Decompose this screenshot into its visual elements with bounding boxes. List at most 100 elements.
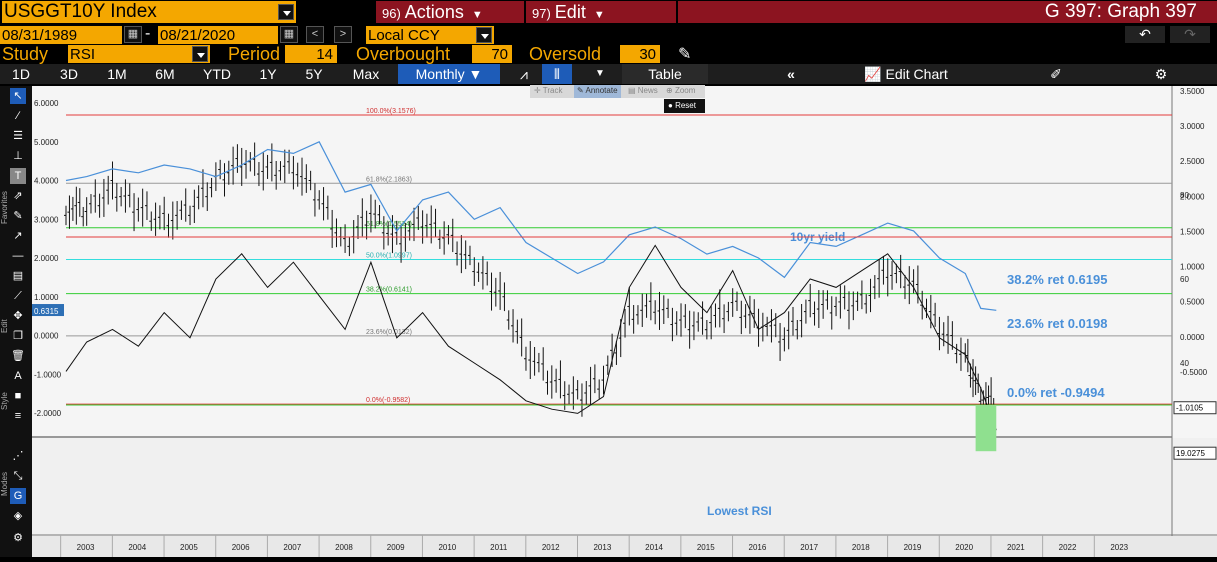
frequency-select[interactable]: Monthly ▼ xyxy=(398,64,500,84)
chart-area[interactable]: 6.0000 5.0000 4.0000 3.0000 2.0000 1.0000 0.00… xyxy=(32,86,1217,557)
range-3d[interactable]: 3D xyxy=(60,66,78,82)
trash-icon[interactable]: 🗑 xyxy=(11,350,25,362)
rsi-tick-label: 40 xyxy=(1180,359,1189,368)
range-ytd[interactable]: YTD xyxy=(203,66,231,82)
line-chart-icon[interactable]: ⩘ xyxy=(520,66,528,82)
right-tick-label: 2.0000 xyxy=(1180,192,1205,201)
track-button[interactable]: ✛ Track xyxy=(534,86,563,95)
settings-icon[interactable]: ⚙ xyxy=(13,532,23,544)
trend-icon[interactable]: ⇗ xyxy=(13,190,23,202)
ticker-field[interactable]: USGGT10Y Index xyxy=(2,1,296,23)
edit-chart-button[interactable]: 📈 Edit Chart xyxy=(864,66,948,82)
redo-icon[interactable]: ↷ xyxy=(1170,26,1210,43)
year-label: 2004 xyxy=(128,543,146,552)
year-label: 2013 xyxy=(593,543,611,552)
period-field[interactable]: 14 xyxy=(285,45,337,63)
year-label: 2020 xyxy=(955,543,973,552)
move-icon[interactable]: ✥ xyxy=(13,310,23,322)
range-1d[interactable]: 1D xyxy=(12,66,30,82)
pen-icon[interactable]: ✎ xyxy=(13,210,23,222)
right-tick-label: 0.5000 xyxy=(1180,298,1205,307)
year-label: 2007 xyxy=(283,543,301,552)
range-5y[interactable]: 5Y xyxy=(305,66,323,82)
gear-icon[interactable]: ⚙ xyxy=(1154,66,1168,82)
ruler-icon[interactable]: ⊥ xyxy=(13,150,23,162)
right-tick-label: 1.0000 xyxy=(1180,263,1205,272)
right-tick-label: 0.0000 xyxy=(1180,333,1205,342)
calendar-icon[interactable]: ▦ xyxy=(124,26,142,43)
annotation-lowest-rsi: Lowest RSI xyxy=(707,504,772,518)
pencil-icon[interactable]: ✎ xyxy=(678,46,692,63)
left-tick-label: 3.0000 xyxy=(34,215,59,224)
brush-icon[interactable]: ⟋ xyxy=(14,290,22,302)
year-label: 2017 xyxy=(800,543,818,552)
year-label: 2008 xyxy=(335,543,353,552)
brush-icon[interactable]: ✐ xyxy=(1050,66,1062,82)
right-tick-label: 3.0000 xyxy=(1180,122,1205,131)
line-weight-icon[interactable]: ≡ xyxy=(14,410,22,422)
range-1m[interactable]: 1M xyxy=(107,66,127,82)
left-tick-label: 2.0000 xyxy=(34,254,59,263)
square-icon[interactable]: ■ xyxy=(14,390,22,402)
cursor-icon[interactable]: ⤡ xyxy=(13,470,23,482)
graph-title: G 397: Graph 397 xyxy=(678,1,1217,23)
edit-button[interactable]: 97) Edit ▼ xyxy=(526,1,676,23)
news-button[interactable]: ▤ News xyxy=(628,86,658,95)
year-label: 2006 xyxy=(232,543,250,552)
rsi-line xyxy=(65,244,997,431)
study-select[interactable]: RSI xyxy=(68,45,210,63)
chart-type-dropdown-icon[interactable]: ▼ xyxy=(595,68,605,79)
pointer-icon[interactable]: ↖ xyxy=(10,88,26,104)
range-max[interactable]: Max xyxy=(352,66,380,82)
left-last-tag xyxy=(32,304,64,317)
start-date-field[interactable]: 08/31/1989 xyxy=(0,26,122,44)
forward-icon[interactable]: > xyxy=(334,26,352,43)
left-tick-label: 5.0000 xyxy=(34,138,59,147)
oversold-field[interactable]: 30 xyxy=(620,45,660,63)
annotate-button[interactable]: ✎ Annotate xyxy=(574,85,621,98)
chevron-down-icon[interactable] xyxy=(192,46,208,62)
year-label: 2016 xyxy=(749,543,767,552)
rsi-last-tag xyxy=(1173,446,1217,460)
range-1y[interactable]: 1Y xyxy=(259,66,277,82)
text-tool-icon[interactable]: T xyxy=(10,168,26,184)
channel-icon[interactable]: ▤ xyxy=(12,270,24,282)
fib-level-label: 0.0%(-0.9582) xyxy=(366,397,410,404)
fibonacci-icon[interactable]: ☰ xyxy=(13,130,23,142)
undo-icon[interactable]: ↶ xyxy=(1125,26,1165,43)
chevron-down-icon[interactable] xyxy=(476,27,492,43)
chart-svg: 6.0000 5.0000 4.0000 3.0000 2.0000 1.0000 0.00… xyxy=(32,86,1217,557)
annotation-23-ret: 23.6% ret 0.0198 xyxy=(1007,316,1107,331)
study-label: Study xyxy=(2,44,49,64)
text-icon[interactable]: A xyxy=(14,370,22,382)
palette-icon[interactable]: ◈ xyxy=(13,510,23,522)
ticker-dropdown-icon[interactable] xyxy=(278,4,294,20)
back-icon[interactable]: < xyxy=(306,26,324,43)
range-6m[interactable]: 6M xyxy=(155,66,175,82)
currency-select[interactable]: Local CCY xyxy=(366,26,494,44)
fib-level-label: 50.0%(1.0997) xyxy=(366,253,412,260)
year-label: 2014 xyxy=(645,543,663,552)
collapse-icon[interactable]: « xyxy=(787,66,795,82)
crosshair-icon[interactable]: ⋰ xyxy=(12,450,24,462)
zoom-button[interactable]: ⊕ Zoom xyxy=(666,86,696,95)
date-separator: - xyxy=(145,25,151,42)
caret-down-icon: ▼ xyxy=(593,9,605,21)
hline-icon[interactable]: — xyxy=(12,250,24,262)
arrow-icon[interactable]: ↗ xyxy=(13,230,23,242)
calendar-icon[interactable]: ▦ xyxy=(280,26,298,43)
style-label: Style xyxy=(0,392,9,410)
end-date-field[interactable]: 08/21/2020 xyxy=(158,26,278,44)
overbought-field[interactable]: 70 xyxy=(472,45,512,63)
copy-icon[interactable]: ❐ xyxy=(13,330,23,342)
reset-button[interactable]: ● Reset xyxy=(664,99,705,113)
left-tick-label: 1.0000 xyxy=(34,293,59,302)
table-button[interactable]: Table xyxy=(622,64,708,84)
line-draw-icon[interactable]: ∕ xyxy=(17,110,19,122)
actions-button[interactable]: 96) Actions ▼ xyxy=(376,1,524,23)
bar-chart-icon[interactable]: ⫴ xyxy=(542,64,572,84)
fib-level-label: 61.8%(2.1863) xyxy=(366,176,412,183)
right-last-tag xyxy=(1173,401,1217,415)
rsi-low-fill xyxy=(975,405,997,452)
mode-icon[interactable]: G xyxy=(10,488,26,504)
